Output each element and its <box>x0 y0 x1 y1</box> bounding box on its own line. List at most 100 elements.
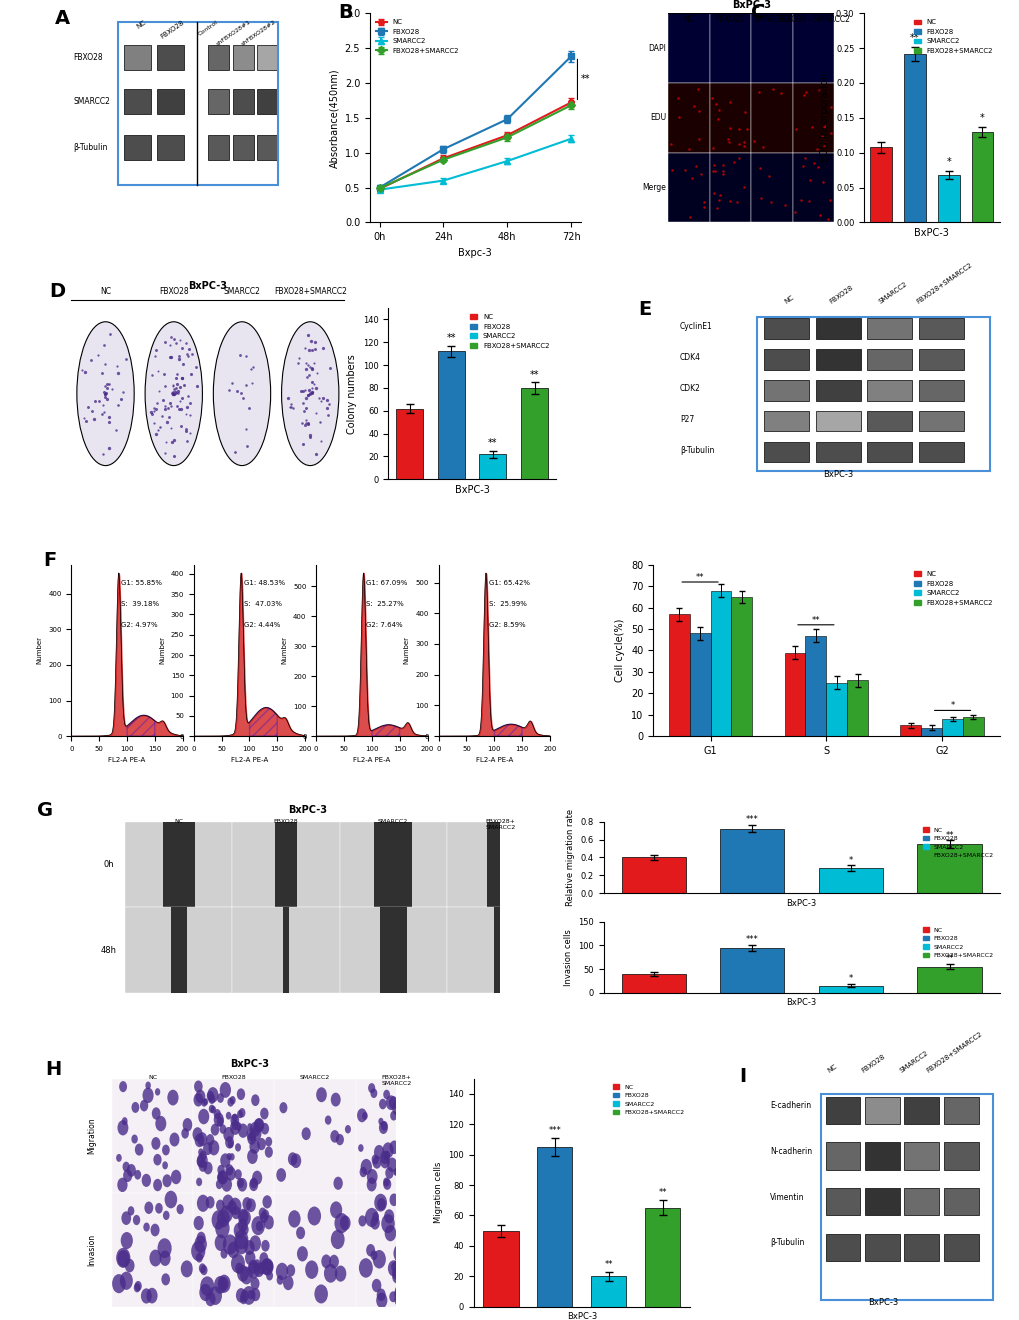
Point <box>226 441 243 462</box>
Bar <box>645 1208 680 1307</box>
Point <box>163 327 179 348</box>
Point <box>282 393 299 414</box>
Circle shape <box>329 1255 338 1269</box>
Point <box>97 376 113 397</box>
Bar <box>942 719 962 737</box>
Circle shape <box>394 1288 401 1299</box>
Circle shape <box>135 1143 144 1155</box>
Bar <box>918 350 963 370</box>
Point <box>163 395 179 416</box>
Bar <box>117 21 277 185</box>
Point <box>303 381 319 403</box>
Text: CDK4: CDK4 <box>680 354 700 362</box>
Circle shape <box>214 1276 226 1294</box>
Text: 48h: 48h <box>101 945 117 954</box>
Legend: NC, FBXO28, SMARCC2, FBXO28+SMARCC2: NC, FBXO28, SMARCC2, FBXO28+SMARCC2 <box>919 925 996 961</box>
Circle shape <box>262 1209 269 1220</box>
Point <box>750 81 766 102</box>
Circle shape <box>214 1109 221 1119</box>
Point <box>171 399 187 420</box>
Point <box>754 136 770 157</box>
Bar <box>784 652 805 737</box>
Point <box>177 420 194 441</box>
Circle shape <box>221 1177 231 1192</box>
Point <box>144 404 160 425</box>
Text: FBXO28: FBXO28 <box>715 16 745 24</box>
Circle shape <box>216 1180 222 1189</box>
Y-axis label: Migration cells: Migration cells <box>433 1162 442 1224</box>
Point <box>104 379 120 400</box>
X-axis label: FL2-A PE-A: FL2-A PE-A <box>230 758 268 763</box>
Circle shape <box>141 1288 152 1304</box>
Point <box>182 364 199 385</box>
Point <box>738 119 754 140</box>
Circle shape <box>200 1276 214 1296</box>
Point <box>304 381 320 403</box>
Text: G2: 4.44%: G2: 4.44% <box>244 622 280 627</box>
Point <box>735 135 751 156</box>
Circle shape <box>249 1259 258 1274</box>
Circle shape <box>374 1144 384 1159</box>
Circle shape <box>227 1140 233 1148</box>
Point <box>297 379 313 400</box>
Text: β-Tubulin: β-Tubulin <box>680 446 713 454</box>
Point <box>298 387 314 408</box>
Bar <box>709 13 751 83</box>
Circle shape <box>421 1195 431 1209</box>
Point <box>304 381 320 403</box>
Point <box>298 397 314 418</box>
Point <box>300 413 316 434</box>
Circle shape <box>155 1115 166 1131</box>
Text: G2: 8.59%: G2: 8.59% <box>488 622 525 627</box>
Circle shape <box>225 1164 233 1176</box>
Circle shape <box>427 1156 436 1170</box>
Circle shape <box>377 1199 385 1210</box>
Text: BxPC-3: BxPC-3 <box>731 0 770 9</box>
Circle shape <box>254 1118 264 1133</box>
Circle shape <box>209 1105 215 1113</box>
Point <box>175 375 192 396</box>
Circle shape <box>378 1122 387 1134</box>
Point <box>168 381 184 403</box>
Circle shape <box>248 1290 254 1299</box>
Point <box>81 397 97 418</box>
Circle shape <box>362 1111 368 1119</box>
Circle shape <box>251 1094 259 1106</box>
Circle shape <box>161 1274 170 1286</box>
Point <box>803 117 819 139</box>
Text: **: ** <box>446 334 455 343</box>
Point <box>290 352 307 374</box>
Point <box>144 364 160 385</box>
Point <box>101 437 117 458</box>
Circle shape <box>194 1093 203 1106</box>
Point <box>721 117 738 139</box>
Point <box>156 376 172 397</box>
Text: NC: NC <box>784 294 795 305</box>
Point <box>173 338 190 359</box>
X-axis label: BxPC-3: BxPC-3 <box>454 484 489 495</box>
Bar <box>903 54 925 223</box>
Circle shape <box>257 1138 266 1150</box>
Circle shape <box>217 1164 224 1175</box>
Circle shape <box>240 1290 249 1302</box>
Text: FBXO28: FBXO28 <box>159 286 189 296</box>
Circle shape <box>112 1274 125 1294</box>
Bar <box>916 966 980 993</box>
Circle shape <box>225 1137 233 1148</box>
Circle shape <box>214 1234 226 1251</box>
Circle shape <box>121 1117 127 1125</box>
Circle shape <box>249 1179 258 1191</box>
Bar <box>667 83 709 153</box>
Circle shape <box>211 1123 219 1135</box>
Circle shape <box>288 1210 301 1228</box>
Text: BxPC-3: BxPC-3 <box>287 805 326 814</box>
Circle shape <box>372 1250 385 1269</box>
Circle shape <box>391 1101 403 1115</box>
Circle shape <box>383 1090 389 1100</box>
Text: **: ** <box>529 370 539 380</box>
Text: *: * <box>979 114 984 123</box>
Circle shape <box>398 1167 408 1179</box>
Bar <box>257 88 277 114</box>
Circle shape <box>248 1262 260 1279</box>
Circle shape <box>116 1247 130 1269</box>
